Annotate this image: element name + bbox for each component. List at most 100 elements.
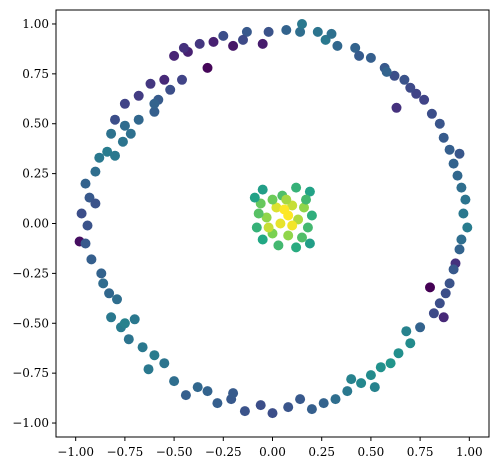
y-tick-label: 0.50 xyxy=(22,117,49,131)
y-tick-label: −0.50 xyxy=(12,316,49,330)
data-point xyxy=(287,220,298,231)
data-point xyxy=(241,26,252,37)
data-point xyxy=(257,184,268,195)
data-point xyxy=(137,342,148,353)
data-point xyxy=(426,108,437,119)
data-point xyxy=(302,222,313,233)
data-point xyxy=(238,34,248,45)
data-point xyxy=(80,238,91,249)
data-point xyxy=(448,264,459,275)
data-point xyxy=(149,98,160,109)
data-point xyxy=(133,90,144,101)
data-point xyxy=(159,358,170,369)
data-point xyxy=(110,114,120,125)
data-point xyxy=(283,230,294,241)
data-point xyxy=(389,70,400,81)
data-point xyxy=(462,222,473,233)
data-point xyxy=(419,94,430,105)
data-point xyxy=(80,178,91,189)
x-tick-label: −1.00 xyxy=(57,445,94,459)
data-point xyxy=(306,404,317,415)
data-point xyxy=(102,146,113,157)
data-point xyxy=(399,74,410,85)
data-point xyxy=(98,278,109,289)
data-point xyxy=(228,40,239,51)
y-tick-label: 0.75 xyxy=(22,67,49,81)
y-tick-label: −0.25 xyxy=(12,266,49,280)
plot-area-frame xyxy=(55,9,490,438)
x-tick-label: −0.75 xyxy=(106,445,143,459)
data-point xyxy=(76,208,87,219)
data-point xyxy=(350,42,361,53)
data-point xyxy=(299,202,309,213)
data-point xyxy=(159,74,170,85)
x-tick-label: −0.25 xyxy=(205,445,242,459)
data-point xyxy=(458,208,469,219)
data-point xyxy=(96,268,107,279)
data-point xyxy=(253,208,264,219)
data-point xyxy=(304,238,315,249)
y-tick-label: −1.00 xyxy=(12,416,49,430)
data-point xyxy=(119,120,130,131)
data-point xyxy=(267,194,278,205)
data-point xyxy=(434,298,445,309)
data-point xyxy=(263,26,274,37)
data-point xyxy=(202,386,213,397)
x-tick-label: 1.00 xyxy=(456,445,483,459)
data-point xyxy=(295,394,306,405)
points-layer xyxy=(74,19,473,419)
data-point xyxy=(104,288,115,299)
data-point xyxy=(297,19,307,29)
data-point xyxy=(255,400,266,411)
data-point xyxy=(273,240,284,251)
data-point xyxy=(425,282,435,293)
data-point xyxy=(178,42,189,53)
data-point xyxy=(129,314,140,325)
data-point xyxy=(444,144,455,155)
data-point xyxy=(375,362,386,373)
data-point xyxy=(239,406,250,417)
x-axis: −1.00 −0.75 −0.50 −0.25 0.00 0.25 0.50 0.75 1.00 xyxy=(57,437,483,459)
data-point xyxy=(261,212,272,223)
data-point xyxy=(194,38,205,49)
data-point xyxy=(249,192,260,203)
data-point xyxy=(192,382,203,393)
data-point xyxy=(133,114,144,125)
data-point xyxy=(354,50,365,61)
data-point xyxy=(306,210,317,221)
data-point xyxy=(257,234,268,245)
data-point xyxy=(177,74,187,85)
data-point xyxy=(106,128,117,139)
data-point xyxy=(356,378,367,389)
data-point xyxy=(415,322,426,333)
x-tick-label: 0.75 xyxy=(407,445,434,459)
data-point xyxy=(279,204,290,215)
data-point xyxy=(460,194,471,205)
data-point xyxy=(212,398,223,409)
data-point xyxy=(275,218,286,229)
data-point xyxy=(454,148,465,159)
data-point xyxy=(143,364,154,375)
data-point xyxy=(281,25,292,35)
data-point xyxy=(145,78,156,89)
data-point xyxy=(123,334,134,345)
data-point xyxy=(346,374,357,385)
x-tick-label: 0.25 xyxy=(308,445,335,459)
data-point xyxy=(452,170,463,181)
x-tick-label: 0.50 xyxy=(358,445,385,459)
y-tick-label: 0.00 xyxy=(22,217,49,231)
data-point xyxy=(263,222,274,233)
x-tick-label: −0.50 xyxy=(156,445,193,459)
data-point xyxy=(228,388,239,399)
data-point xyxy=(208,36,219,47)
data-point xyxy=(438,132,449,143)
data-point xyxy=(456,234,467,245)
data-point xyxy=(117,136,128,147)
data-point xyxy=(326,28,337,39)
data-point xyxy=(369,382,380,393)
data-point xyxy=(110,150,120,161)
data-point xyxy=(271,202,282,213)
data-point xyxy=(401,326,412,337)
data-point xyxy=(281,194,292,205)
